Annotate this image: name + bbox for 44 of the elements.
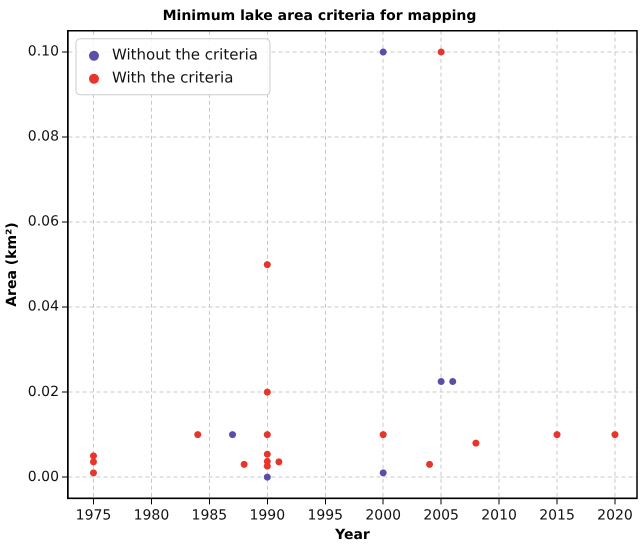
chart-title: Minimum lake area criteria for mapping: [162, 8, 476, 24]
x-tick-label: 1975: [76, 507, 112, 524]
x-tick-label: 1980: [134, 507, 170, 524]
point: [275, 458, 282, 466]
point: [264, 431, 271, 438]
point: [380, 48, 387, 56]
x-tick-label: 2005: [423, 507, 459, 524]
point: [380, 431, 387, 438]
point: [449, 378, 456, 385]
x-axis-title: Year: [334, 527, 370, 544]
y-axis-title: Area (km²): [4, 222, 20, 307]
x-tick-label: 2000: [365, 507, 402, 524]
point: [611, 431, 618, 438]
point: [472, 440, 480, 447]
point: [264, 450, 271, 458]
point: [264, 388, 271, 396]
point: [554, 431, 561, 438]
point: [438, 378, 445, 385]
x-tick-label: 2020: [597, 507, 633, 524]
x-tick-label: 2015: [539, 507, 575, 524]
legend-label: With the criteria: [112, 68, 234, 87]
x-tick-label: 1995: [307, 507, 344, 524]
point: [90, 458, 97, 466]
y-tick-label: 0.10: [28, 44, 59, 60]
point: [438, 48, 445, 56]
x-tick-label: 1990: [249, 507, 286, 524]
y-tick-label: 0.02: [28, 384, 59, 400]
y-tick-label: 0.00: [28, 468, 59, 485]
y-tick-label: 0.08: [28, 128, 59, 145]
point: [264, 462, 271, 470]
point: [426, 460, 434, 468]
point: [229, 431, 236, 438]
y-tick-label: 0.06: [28, 214, 60, 230]
point: [264, 261, 271, 268]
point: [380, 469, 387, 476]
x-tick-label: 2010: [481, 507, 517, 524]
x-tick-label: 1985: [192, 507, 228, 524]
point: [264, 474, 271, 481]
point: [90, 452, 97, 460]
y-tick-label: 0.04: [28, 298, 60, 315]
legend-label: Without the criteria: [112, 46, 258, 64]
point: [90, 469, 97, 476]
point: [240, 460, 248, 468]
point: [194, 431, 202, 438]
